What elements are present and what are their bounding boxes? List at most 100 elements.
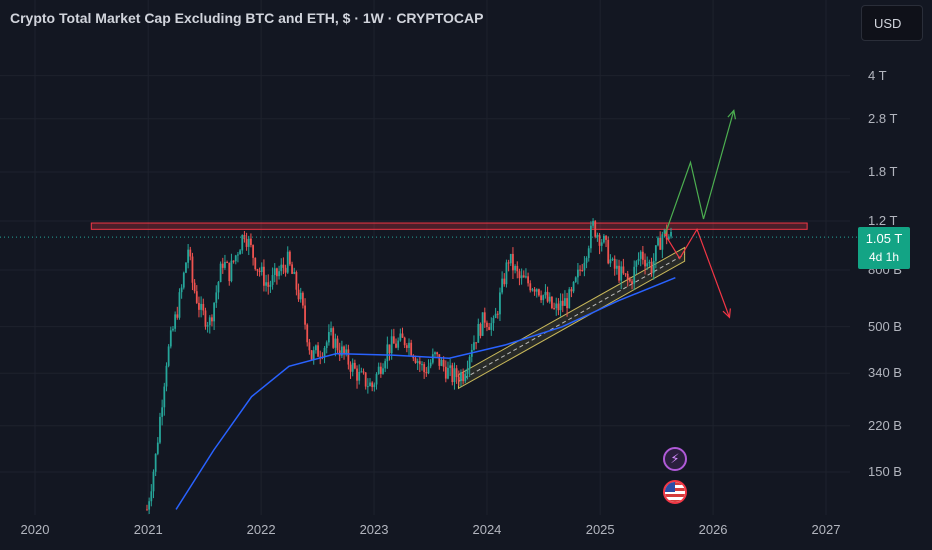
resistance-zone xyxy=(90,222,808,230)
candle-body xyxy=(299,292,302,300)
candle-body xyxy=(340,346,343,356)
candle-body xyxy=(589,225,592,249)
chart-title: Crypto Total Market Cap Excluding BTC an… xyxy=(10,10,484,26)
candle-body xyxy=(198,302,200,310)
candle-body xyxy=(633,266,636,284)
candle-body xyxy=(579,269,581,271)
candle-body xyxy=(637,258,640,262)
candle-body xyxy=(167,346,170,366)
candle-body xyxy=(237,254,239,256)
candle-body xyxy=(334,338,337,348)
candle-body xyxy=(377,366,380,374)
candle-body xyxy=(659,237,662,250)
candle-body xyxy=(230,260,233,282)
candle-body xyxy=(520,275,523,279)
x-tick-label: 2025 xyxy=(585,522,615,537)
candle-body xyxy=(267,282,270,287)
candle-body xyxy=(187,249,190,263)
candle-body xyxy=(518,271,521,279)
candle-body xyxy=(421,364,423,366)
candle-body xyxy=(204,310,207,327)
lightning-icon[interactable]: ⚡ xyxy=(663,447,687,471)
candle-body xyxy=(423,364,426,373)
candle-body xyxy=(213,302,216,322)
candle-body xyxy=(382,368,384,374)
candle-body xyxy=(522,275,525,278)
us-flag-icon[interactable] xyxy=(663,480,687,504)
candle-body xyxy=(540,295,542,301)
candle-body xyxy=(319,356,322,358)
candle-body xyxy=(464,374,467,382)
candle-body xyxy=(392,336,395,344)
candle-body xyxy=(241,235,244,251)
candle-body xyxy=(405,345,408,348)
candle-body xyxy=(611,258,614,260)
candle-body xyxy=(425,372,428,374)
candle-body xyxy=(254,257,257,270)
candle-body xyxy=(551,296,553,309)
last-price-badge: 1.05 T 4d 1h xyxy=(858,227,910,269)
x-tick-label: 2023 xyxy=(359,522,389,537)
candle-body xyxy=(479,324,482,336)
candle-body xyxy=(224,262,226,268)
candle-body xyxy=(297,289,300,300)
candle-body xyxy=(379,366,382,374)
candle-body xyxy=(306,324,309,343)
candle-body xyxy=(269,284,272,287)
candle-body xyxy=(314,345,317,351)
candle-body xyxy=(291,264,293,274)
candle-body xyxy=(622,266,625,274)
y-tick-label: 150 B xyxy=(868,464,902,479)
candle-body xyxy=(200,303,203,310)
candle-body xyxy=(663,229,666,235)
bear-scenario-path xyxy=(664,227,731,318)
candle-body xyxy=(483,312,486,323)
y-tick-label: 1.2 T xyxy=(868,213,898,228)
candle-body xyxy=(226,262,229,264)
y-tick-label: 340 B xyxy=(868,365,902,381)
candle-body xyxy=(460,372,462,382)
candle-body xyxy=(304,305,306,325)
candle-body xyxy=(667,236,670,240)
candle-body xyxy=(256,269,259,271)
candle-body xyxy=(360,371,363,373)
candle-body xyxy=(154,453,157,472)
candle-body xyxy=(661,234,664,250)
candle-body xyxy=(429,362,432,367)
candle-body xyxy=(263,266,265,286)
candle-body xyxy=(323,347,326,357)
candle-body xyxy=(206,325,209,327)
candle-body xyxy=(211,317,213,322)
candle-body xyxy=(557,303,560,311)
candle-body xyxy=(282,264,285,268)
candle-body xyxy=(650,261,653,274)
candle-body xyxy=(503,278,506,285)
candle-body xyxy=(349,364,352,372)
candle-body xyxy=(239,250,241,255)
candle-body xyxy=(252,245,254,258)
candle-body xyxy=(310,350,313,360)
candle-body xyxy=(336,338,339,351)
candle-body xyxy=(356,368,358,381)
candle-body xyxy=(180,287,183,293)
candle-body xyxy=(475,342,478,344)
candle-body xyxy=(284,267,287,273)
candle-body xyxy=(278,271,280,277)
candle-body xyxy=(624,273,627,275)
candle-body xyxy=(594,221,597,237)
candle-body xyxy=(512,253,514,271)
x-tick-label: 2024 xyxy=(472,522,502,537)
y-tick-label: 4 T xyxy=(868,67,887,83)
currency-button[interactable]: USD xyxy=(861,5,923,41)
candle-body xyxy=(397,340,400,348)
candle-body xyxy=(648,261,651,264)
candle-body xyxy=(247,238,250,247)
candle-body xyxy=(156,442,159,454)
candle-body xyxy=(577,269,579,278)
y-tick-label: 500 B xyxy=(868,318,902,334)
candle-body xyxy=(325,342,328,348)
candle-body xyxy=(347,349,350,365)
candle-body xyxy=(208,317,211,326)
candle-body xyxy=(364,372,367,387)
